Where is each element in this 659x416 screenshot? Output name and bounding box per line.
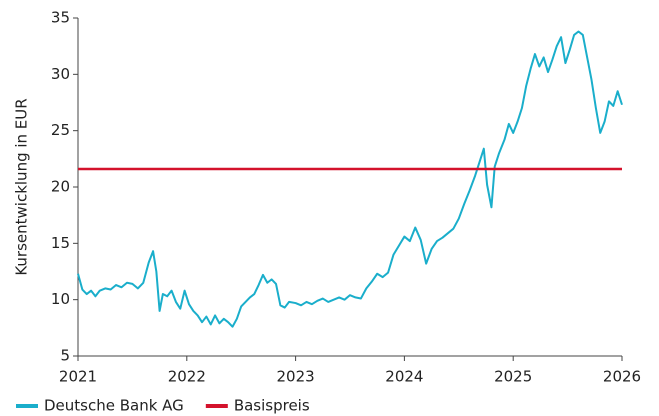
legend-label: Basispreis (234, 397, 310, 415)
x-tick-label: 2021 (59, 368, 97, 386)
y-tick-label: 20 (51, 178, 70, 196)
y-tick-label: 35 (51, 9, 70, 27)
y-tick-label: 15 (51, 234, 70, 252)
legend-label: Deutsche Bank AG (44, 397, 184, 415)
y-tick-label: 30 (51, 65, 70, 83)
y-tick-label: 10 (51, 290, 70, 308)
x-tick-label: 2025 (494, 368, 532, 386)
y-tick-label: 5 (60, 347, 70, 365)
x-tick-label: 2022 (168, 368, 206, 386)
x-tick-label: 2024 (385, 368, 423, 386)
line-series (77, 30, 623, 328)
x-tick-label: 2023 (277, 368, 315, 386)
y-tick-label: 25 (51, 121, 70, 139)
y-axis-label: Kursentwicklung in EUR (13, 98, 31, 275)
x-tick-label: 2026 (603, 368, 641, 386)
